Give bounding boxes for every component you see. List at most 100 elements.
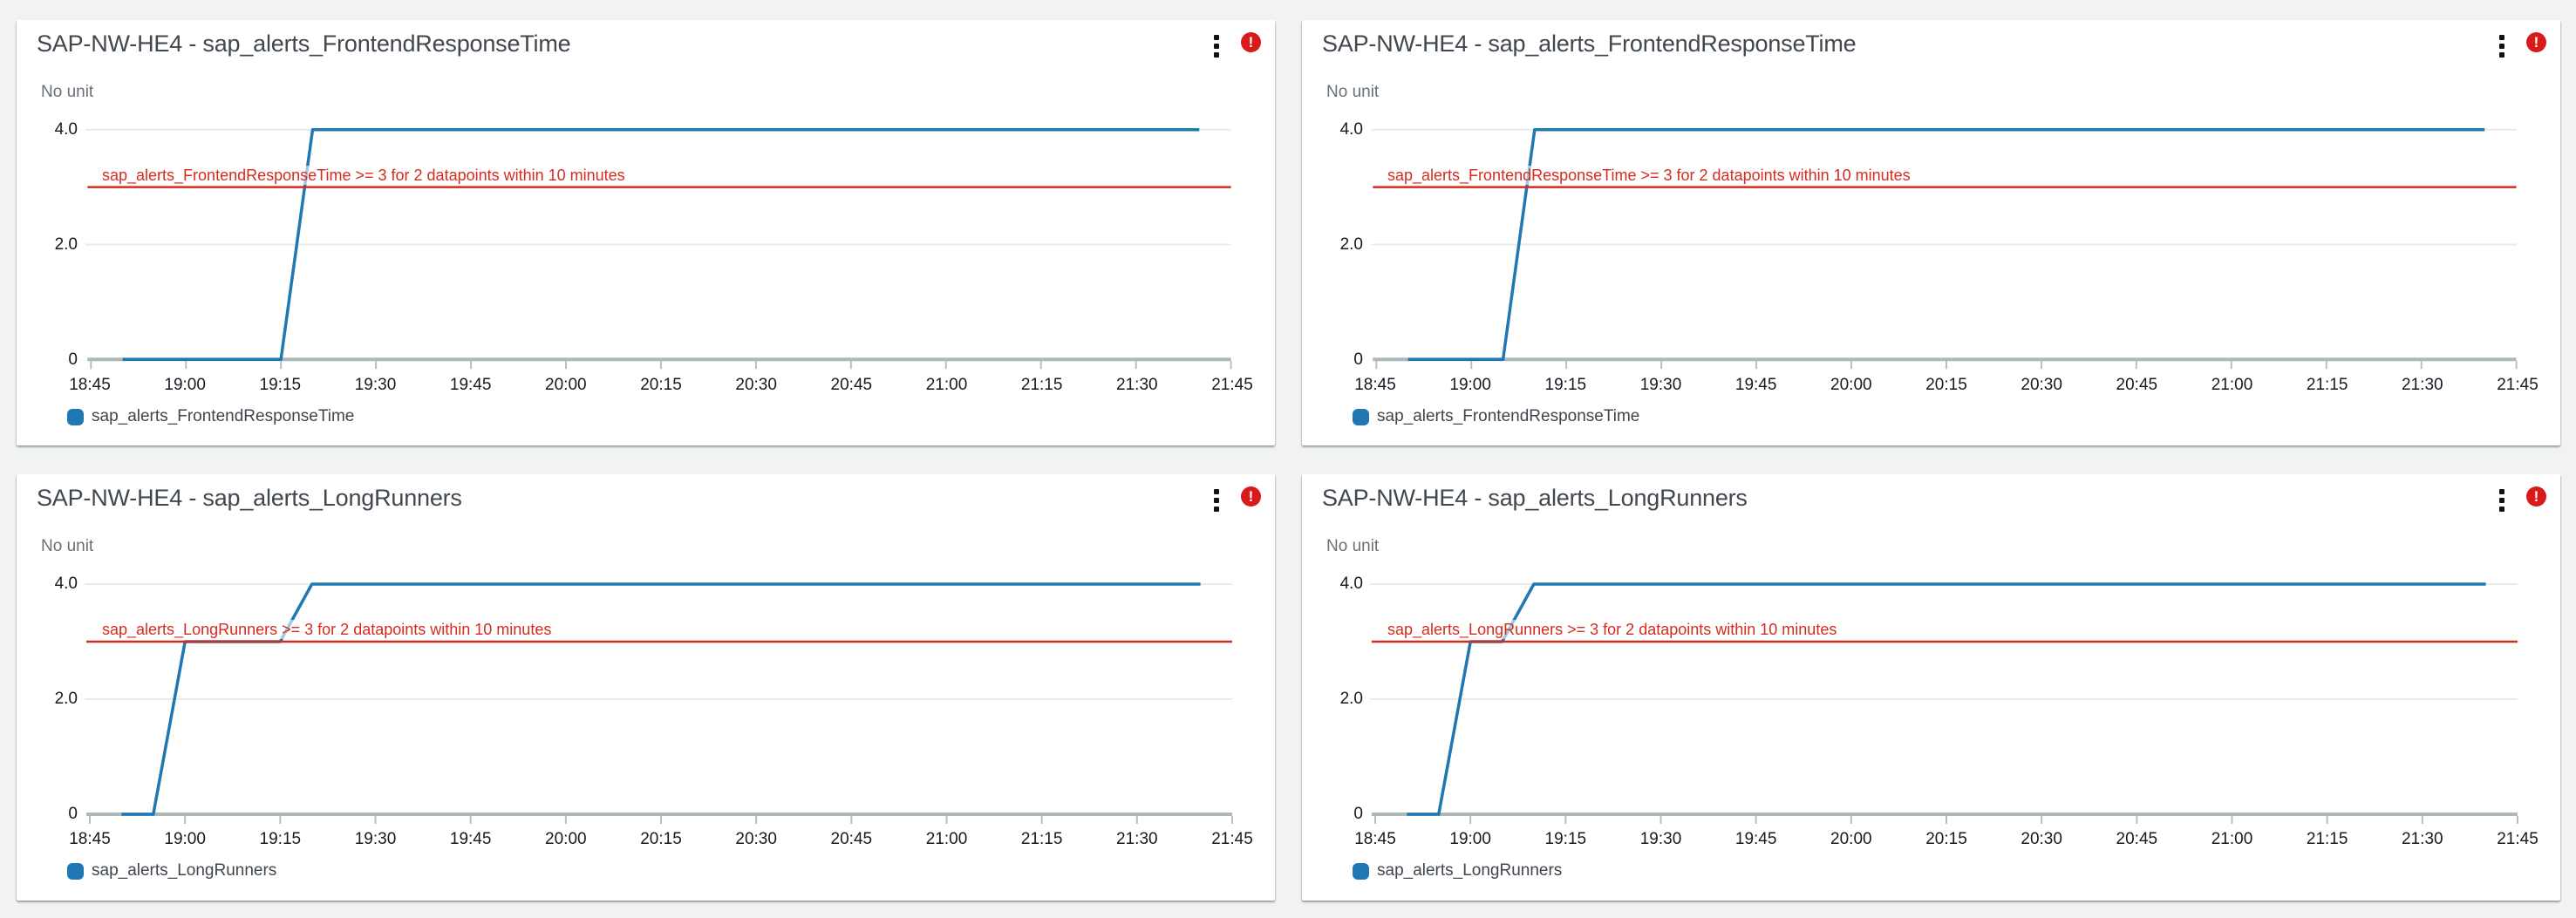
kebab-dot [2499,498,2504,503]
widget-title: SAP-NW-HE4 - sap_alerts_LongRunners [37,485,462,511]
x-axis-tick-label: 21:30 [2402,376,2443,394]
legend-color-swatch [1353,408,1369,425]
x-axis-tick-label: 18:45 [1354,830,1396,848]
x-axis-tick-label: 20:00 [545,830,587,848]
y-axis-tick-label: 2.0 [54,690,78,708]
chart-legend[interactable]: sap_alerts_FrontendResponseTime [67,407,354,426]
y-axis-unit-label: No unit [41,83,94,101]
x-axis-tick-label: 20:15 [1925,376,1967,394]
chart-legend[interactable]: sap_alerts_LongRunners [67,861,276,881]
x-axis-tick-label: 18:45 [1354,376,1396,394]
threshold-annotation-label: sap_alerts_LongRunners >= 3 for 2 datapo… [99,620,555,639]
x-axis-tick-label: 21:45 [2497,830,2539,848]
chart-legend[interactable]: sap_alerts_LongRunners [1353,861,1562,881]
x-axis-tick-label: 21:15 [1020,830,1063,848]
widget-title: SAP-NW-HE4 - sap_alerts_LongRunners [1322,485,1748,511]
y-axis-tick-label: 4.0 [54,575,78,593]
legend-series-label: sap_alerts_FrontendResponseTime [1377,407,1640,425]
y-axis-unit-label: No unit [1326,83,1380,101]
y-axis-tick-label: 0 [68,350,78,369]
exclamation-glyph: ! [1248,34,1254,51]
x-axis-tick-label: 21:00 [925,830,968,848]
kebab-dot [2499,52,2504,58]
widget-menu-button[interactable] [1204,486,1229,515]
kebab-dot [2499,35,2504,40]
x-axis-tick-label: 21:30 [1116,830,1158,848]
x-axis-tick-label: 21:30 [2402,830,2443,848]
alarm-state-icon: ! [1241,32,1261,52]
x-axis-tick-label: 19:15 [1544,376,1587,394]
x-axis-tick-label: 19:30 [1639,830,1682,848]
widget-menu-button[interactable] [2490,31,2514,61]
x-axis-tick-label: 21:00 [2211,830,2253,848]
y-axis-tick-label: 4.0 [1339,120,1363,139]
x-axis-tick-label: 20:15 [640,376,682,394]
x-axis-tick-label: 20:00 [1830,830,1872,848]
widget-title: SAP-NW-HE4 - sap_alerts_FrontendResponse… [37,31,571,57]
widget-menu-button[interactable] [1204,31,1229,61]
alarm-state-icon: ! [2526,486,2546,507]
y-axis-tick-label: 2.0 [54,235,78,254]
y-axis-tick-label: 0 [1353,350,1363,369]
alarm-state-icon: ! [2526,32,2546,52]
x-axis-tick-label: 19:30 [1639,376,1682,394]
x-axis-tick-label: 19:00 [164,376,206,394]
x-axis-tick-label: 21:15 [2306,376,2348,394]
alarm-widget: SAP-NW-HE4 - sap_alerts_LongRunners ! No… [17,474,1275,901]
x-axis-tick-label: 20:45 [2116,830,2158,848]
kebab-dot [1214,507,1219,512]
y-axis-tick-label: 4.0 [1339,575,1363,593]
chart-canvas [85,582,1233,824]
series-line [122,127,1200,361]
legend-color-swatch [67,862,84,880]
x-axis-tick-label: 19:45 [449,830,492,848]
x-axis-tick-label: 19:00 [1449,830,1491,848]
x-axis-tick-label: 20:30 [735,830,777,848]
kebab-dot [2499,507,2504,512]
kebab-dot [2499,489,2504,494]
chart-canvas [1371,127,2518,370]
kebab-dot [1214,52,1219,58]
x-axis-tick-label: 20:30 [735,376,777,394]
chart-area[interactable]: sap_alerts_FrontendResponseTime >= 3 for… [17,20,1275,445]
x-axis-tick-label: 20:30 [2021,830,2062,848]
y-axis-tick-label: 0 [68,805,78,823]
x-axis-tick-label: 20:00 [1830,376,1872,394]
y-axis-tick-label: 2.0 [1339,235,1363,254]
x-axis-tick-label: 20:30 [2021,376,2062,394]
x-axis-tick-label: 19:15 [259,376,302,394]
threshold-annotation-label: sap_alerts_FrontendResponseTime >= 3 for… [1384,166,1914,185]
x-axis-tick-label: 21:00 [925,376,968,394]
x-axis-tick-label: 20:45 [830,376,873,394]
y-axis-unit-label: No unit [41,537,94,555]
x-axis-tick-label: 20:15 [640,830,682,848]
x-axis-tick-label: 21:15 [2306,830,2348,848]
x-axis-tick-label: 19:45 [1734,376,1777,394]
chart-area[interactable]: sap_alerts_LongRunners >= 3 for 2 datapo… [17,474,1275,901]
y-axis-tick-label: 0 [1353,805,1363,823]
x-axis-tick-label: 19:00 [164,830,206,848]
chart-area[interactable]: sap_alerts_FrontendResponseTime >= 3 for… [1302,20,2560,445]
x-axis-tick-label: 20:45 [2116,376,2158,394]
y-axis-tick-label: 2.0 [1339,690,1363,708]
x-axis-tick-label: 21:30 [1116,376,1158,394]
x-axis-tick-label: 18:45 [69,830,111,848]
x-axis-tick-label: 19:00 [1449,376,1491,394]
kebab-dot [1214,498,1219,503]
widget-menu-button[interactable] [2490,486,2514,515]
x-axis-tick-label: 19:45 [1734,830,1777,848]
legend-series-label: sap_alerts_LongRunners [1377,861,1563,880]
chart-area[interactable]: sap_alerts_LongRunners >= 3 for 2 datapo… [1302,474,2560,901]
x-axis-tick-label: 18:45 [69,376,111,394]
x-axis-tick-label: 21:45 [2497,376,2539,394]
chart-legend[interactable]: sap_alerts_FrontendResponseTime [1353,407,1639,426]
y-axis-tick-label: 4.0 [54,120,78,139]
legend-color-swatch [67,408,84,425]
exclamation-glyph: ! [2533,488,2539,505]
x-axis-tick-label: 19:45 [449,376,492,394]
widget-title: SAP-NW-HE4 - sap_alerts_FrontendResponse… [1322,31,1857,57]
alarm-widget: SAP-NW-HE4 - sap_alerts_FrontendResponse… [1302,20,2560,445]
x-axis-tick-label: 21:45 [1211,830,1253,848]
threshold-annotation-label: sap_alerts_FrontendResponseTime >= 3 for… [99,166,629,185]
